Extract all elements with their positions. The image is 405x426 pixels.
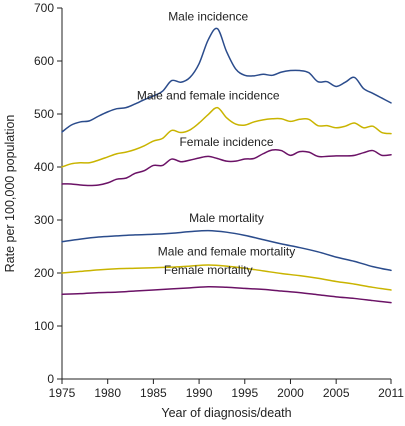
series-label-male-and-female-mortality: Male and female mortality — [158, 244, 295, 258]
y-tick-label: 500 — [34, 107, 54, 121]
series-label-male-incidence: Male incidence — [168, 10, 248, 24]
y-tick-label: 100 — [34, 319, 54, 333]
y-axis-ticks: 0 100 200 300 400 500 600 700 — [34, 1, 62, 386]
series-line-male-and-female-mortality — [61, 264, 392, 291]
x-tick-label: 2011 — [378, 386, 404, 400]
x-axis-ticks: 1975 1980 1985 1990 1995 2000 2005 2011 — [49, 379, 404, 400]
y-tick-label: 200 — [34, 266, 54, 280]
series-line-female-mortality — [61, 286, 392, 304]
x-tick-label: 1985 — [140, 386, 167, 400]
series-label-male-and-female-incidence: Male and female incidence — [137, 89, 280, 103]
x-tick-label: 1980 — [94, 386, 121, 400]
x-axis-title: Year of diagnosis/death — [161, 406, 291, 420]
series-line-male-and-female-incidence — [61, 106, 392, 168]
series-line-male-incidence — [61, 27, 392, 133]
x-tick-label: 1995 — [231, 386, 258, 400]
series-labels: Male incidence Male and female incidence F… — [137, 10, 295, 277]
y-tick-label: 0 — [47, 372, 54, 386]
x-tick-label: 2005 — [323, 386, 350, 400]
y-axis-title: Rate per 100,000 population — [3, 115, 17, 273]
y-tick-label: 600 — [34, 54, 54, 68]
x-tick-label: 2000 — [277, 386, 304, 400]
y-tick-label: 300 — [34, 213, 54, 227]
y-tick-label: 700 — [34, 1, 54, 15]
x-tick-label: 1975 — [49, 386, 76, 400]
series-label-male-mortality: Male mortality — [189, 211, 264, 225]
series-group — [61, 27, 392, 304]
x-tick-label: 1990 — [186, 386, 213, 400]
series-line-female-incidence — [61, 148, 392, 187]
series-label-female-mortality: Female mortality — [164, 263, 253, 277]
y-tick-label: 400 — [34, 160, 54, 174]
series-line-male-mortality — [61, 229, 392, 272]
series-label-female-incidence: Female incidence — [179, 135, 273, 149]
